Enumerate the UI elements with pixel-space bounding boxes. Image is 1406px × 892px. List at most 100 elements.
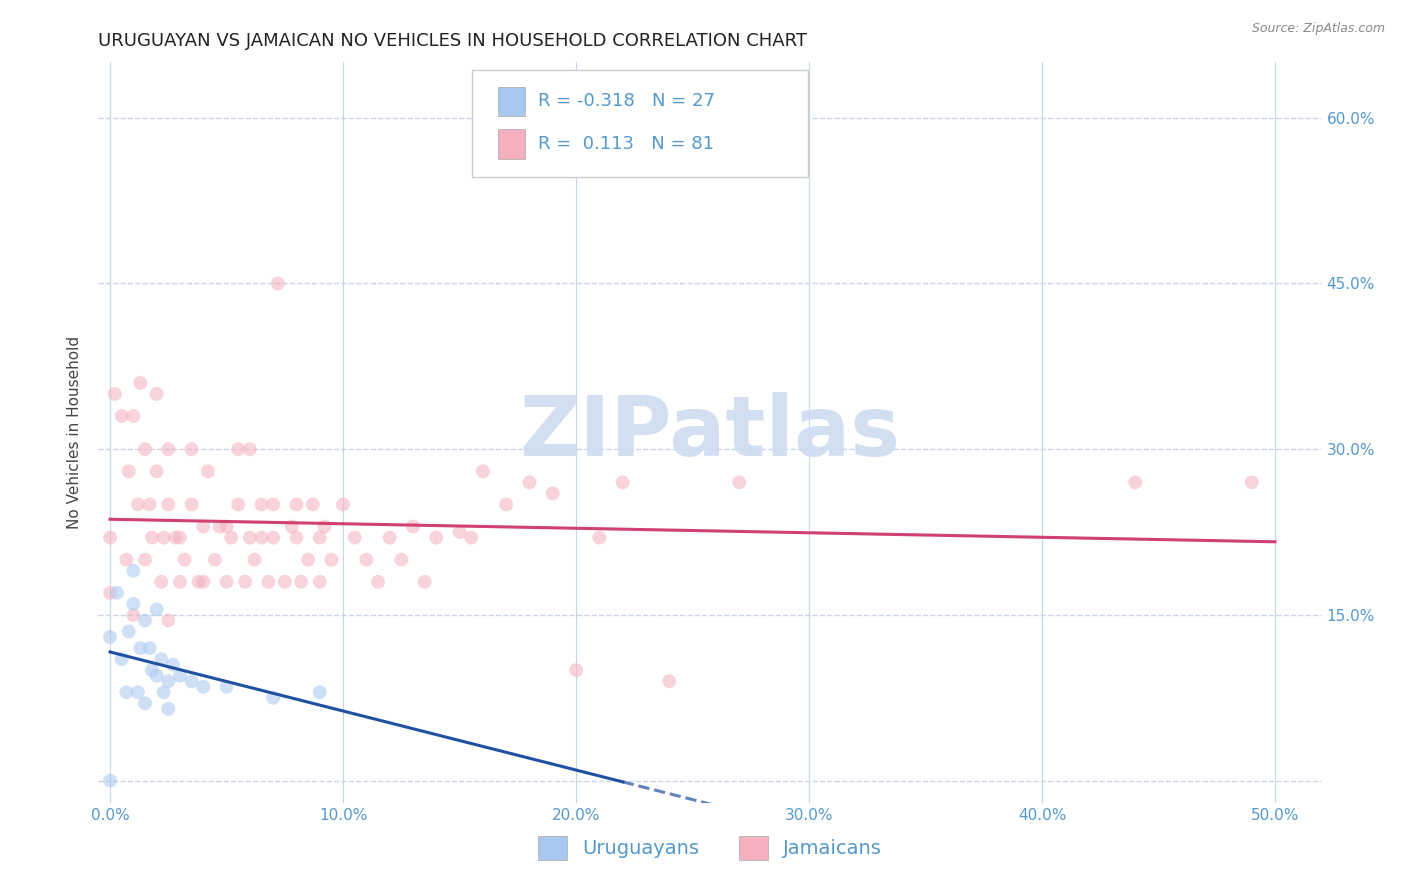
FancyBboxPatch shape <box>498 129 526 159</box>
Point <box>193 574 215 589</box>
Point <box>262 531 284 545</box>
Point <box>122 409 145 423</box>
Point <box>118 624 141 639</box>
Point <box>314 519 336 533</box>
Point <box>145 669 167 683</box>
Point <box>308 685 330 699</box>
Point <box>297 552 319 566</box>
Point <box>321 552 343 566</box>
Point <box>129 641 152 656</box>
Point <box>105 586 128 600</box>
Point <box>118 464 141 478</box>
Point <box>219 531 242 545</box>
Point <box>243 552 266 566</box>
FancyBboxPatch shape <box>471 70 808 178</box>
Point <box>180 498 202 512</box>
Point <box>98 773 121 788</box>
Point <box>129 376 152 390</box>
Point <box>565 663 588 677</box>
Text: ZIPatlas: ZIPatlas <box>520 392 900 473</box>
Point <box>1240 475 1263 490</box>
Point <box>111 409 134 423</box>
Point <box>728 475 751 490</box>
Point <box>204 552 226 566</box>
Point <box>197 464 219 478</box>
Point <box>122 597 145 611</box>
Point <box>343 531 366 545</box>
Point <box>250 498 273 512</box>
Point <box>262 498 284 512</box>
Text: R = -0.318   N = 27: R = -0.318 N = 27 <box>537 92 714 111</box>
Point <box>134 442 156 457</box>
Point <box>157 442 180 457</box>
Point <box>127 685 149 699</box>
Point <box>138 498 160 512</box>
Point <box>495 498 517 512</box>
Point <box>122 607 145 622</box>
Point <box>588 531 610 545</box>
Point <box>215 574 238 589</box>
Point <box>187 574 209 589</box>
Point <box>157 702 180 716</box>
Point <box>226 442 249 457</box>
Point <box>378 531 401 545</box>
Point <box>285 498 308 512</box>
Point <box>519 475 541 490</box>
Point <box>208 519 231 533</box>
Point <box>308 531 330 545</box>
Point <box>301 498 323 512</box>
Point <box>157 614 180 628</box>
Point <box>250 531 273 545</box>
Point <box>115 552 138 566</box>
Point <box>145 602 167 616</box>
FancyBboxPatch shape <box>498 87 526 116</box>
Point <box>152 531 174 545</box>
Point <box>612 475 634 490</box>
Point <box>658 674 681 689</box>
Point <box>134 614 156 628</box>
Point <box>169 574 191 589</box>
Point <box>215 680 238 694</box>
Point <box>332 498 354 512</box>
Point <box>122 564 145 578</box>
Point <box>1123 475 1146 490</box>
Point <box>290 574 312 589</box>
Point <box>389 552 412 566</box>
Point <box>141 531 163 545</box>
Point <box>239 442 262 457</box>
Point <box>425 531 447 545</box>
Text: URUGUAYAN VS JAMAICAN NO VEHICLES IN HOUSEHOLD CORRELATION CHART: URUGUAYAN VS JAMAICAN NO VEHICLES IN HOU… <box>98 32 807 50</box>
Point <box>402 519 425 533</box>
Point <box>367 574 389 589</box>
Point <box>157 674 180 689</box>
Text: R =  0.113   N = 81: R = 0.113 N = 81 <box>537 135 714 153</box>
Point <box>104 387 127 401</box>
Point <box>134 697 156 711</box>
Point <box>233 574 256 589</box>
Point <box>162 657 184 672</box>
Point <box>180 674 202 689</box>
Point <box>180 442 202 457</box>
Point <box>115 685 138 699</box>
Point <box>165 531 187 545</box>
Text: Source: ZipAtlas.com: Source: ZipAtlas.com <box>1251 22 1385 36</box>
Point <box>141 663 163 677</box>
Point <box>308 574 330 589</box>
Point <box>150 652 173 666</box>
Point <box>157 498 180 512</box>
Point <box>215 519 238 533</box>
Point <box>193 519 215 533</box>
Point <box>226 498 249 512</box>
Point <box>127 498 149 512</box>
Point <box>471 464 494 478</box>
Point <box>145 464 167 478</box>
Point <box>541 486 564 500</box>
Point <box>356 552 378 566</box>
Point <box>274 574 297 589</box>
Point <box>134 552 156 566</box>
Point <box>98 630 121 644</box>
Point <box>152 685 174 699</box>
Point <box>267 277 290 291</box>
Legend: Uruguayans, Jamaicans: Uruguayans, Jamaicans <box>538 836 882 860</box>
Point <box>173 552 195 566</box>
